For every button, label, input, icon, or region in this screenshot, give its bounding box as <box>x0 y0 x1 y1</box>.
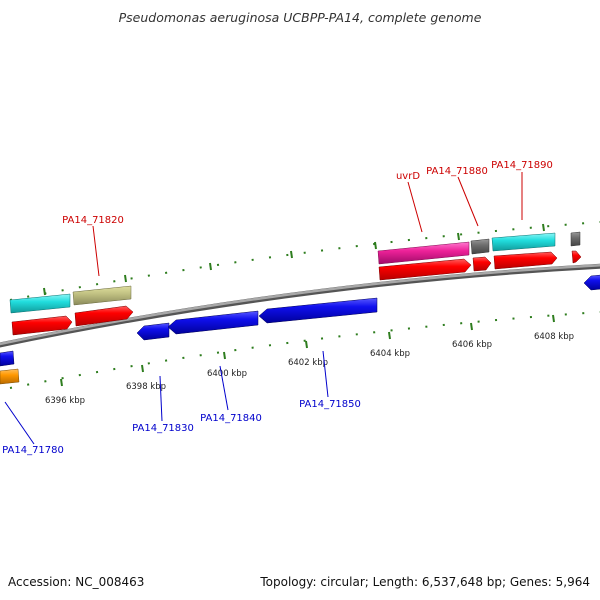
gene-label-forward[interactable]: uvrD <box>396 171 420 182</box>
gene-arrow-reverse[interactable] <box>0 350 15 367</box>
tick-label: 6398 kbp <box>126 382 166 392</box>
accession-text: Accession: NC_008463 <box>8 575 144 589</box>
gene-label-reverse[interactable]: PA14_71780 <box>2 445 64 456</box>
gene-box[interactable] <box>9 293 71 314</box>
gene-arrow-reverse[interactable] <box>583 274 600 291</box>
forward-gene-arrows <box>11 250 582 336</box>
gene-box[interactable] <box>377 241 470 265</box>
forward-feature-track <box>9 231 581 314</box>
forward-label-leaders <box>92 172 523 277</box>
gene-box[interactable] <box>570 231 581 247</box>
gene-arrow-reverse[interactable] <box>167 310 259 335</box>
gene-arrow-reverse[interactable] <box>258 297 378 324</box>
forward-gene-labels: PA14_71820 uvrD PA14_71880 PA14_71890 <box>62 160 553 226</box>
gene-arrow-forward[interactable] <box>472 256 492 272</box>
gene-arrow-forward[interactable] <box>571 250 582 264</box>
gene-box[interactable] <box>470 238 490 255</box>
tick-label: 6406 kbp <box>452 340 492 350</box>
map-title: Pseudomonas aeruginosa UCBPP-PA14, compl… <box>119 10 482 25</box>
gene-arrow-forward[interactable] <box>11 315 73 336</box>
tick-label: 6408 kbp <box>534 332 574 342</box>
tick-label: 6396 kbp <box>45 396 85 406</box>
gene-box-orange[interactable] <box>0 368 20 385</box>
tick-label: 6402 kbp <box>288 358 328 368</box>
reverse-gene-labels: PA14_71780 PA14_71830 PA14_71840 PA14_71… <box>2 399 361 456</box>
reverse-tick-track <box>9 311 600 389</box>
gene-box[interactable] <box>491 232 556 252</box>
gene-box[interactable] <box>72 285 132 306</box>
gene-arrow-forward[interactable] <box>74 305 134 327</box>
gene-label-reverse[interactable]: PA14_71830 <box>132 423 194 434</box>
tick-label: 6400 kbp <box>207 369 247 379</box>
gene-arrow-reverse[interactable] <box>136 322 170 341</box>
gene-label-reverse[interactable]: PA14_71840 <box>200 413 262 424</box>
genome-backbone <box>0 263 600 348</box>
gene-label-reverse[interactable]: PA14_71850 <box>299 399 361 410</box>
reverse-label-leaders <box>4 350 329 445</box>
gene-label-forward[interactable]: PA14_71820 <box>62 215 124 226</box>
gene-arrow-forward[interactable] <box>493 251 558 270</box>
gene-arrow-forward[interactable] <box>378 258 472 281</box>
tick-label: 6404 kbp <box>370 349 410 359</box>
gene-label-forward[interactable]: PA14_71890 <box>491 160 553 171</box>
reverse-gene-arrows <box>0 274 600 385</box>
genome-summary-text: Topology: circular; Length: 6,537,648 bp… <box>259 575 590 589</box>
gene-label-forward[interactable]: PA14_71880 <box>426 166 488 177</box>
forward-tick-track <box>9 221 600 301</box>
kbp-tick-labels: 6396 kbp 6398 kbp 6400 kbp 6402 kbp 6404… <box>45 332 574 406</box>
